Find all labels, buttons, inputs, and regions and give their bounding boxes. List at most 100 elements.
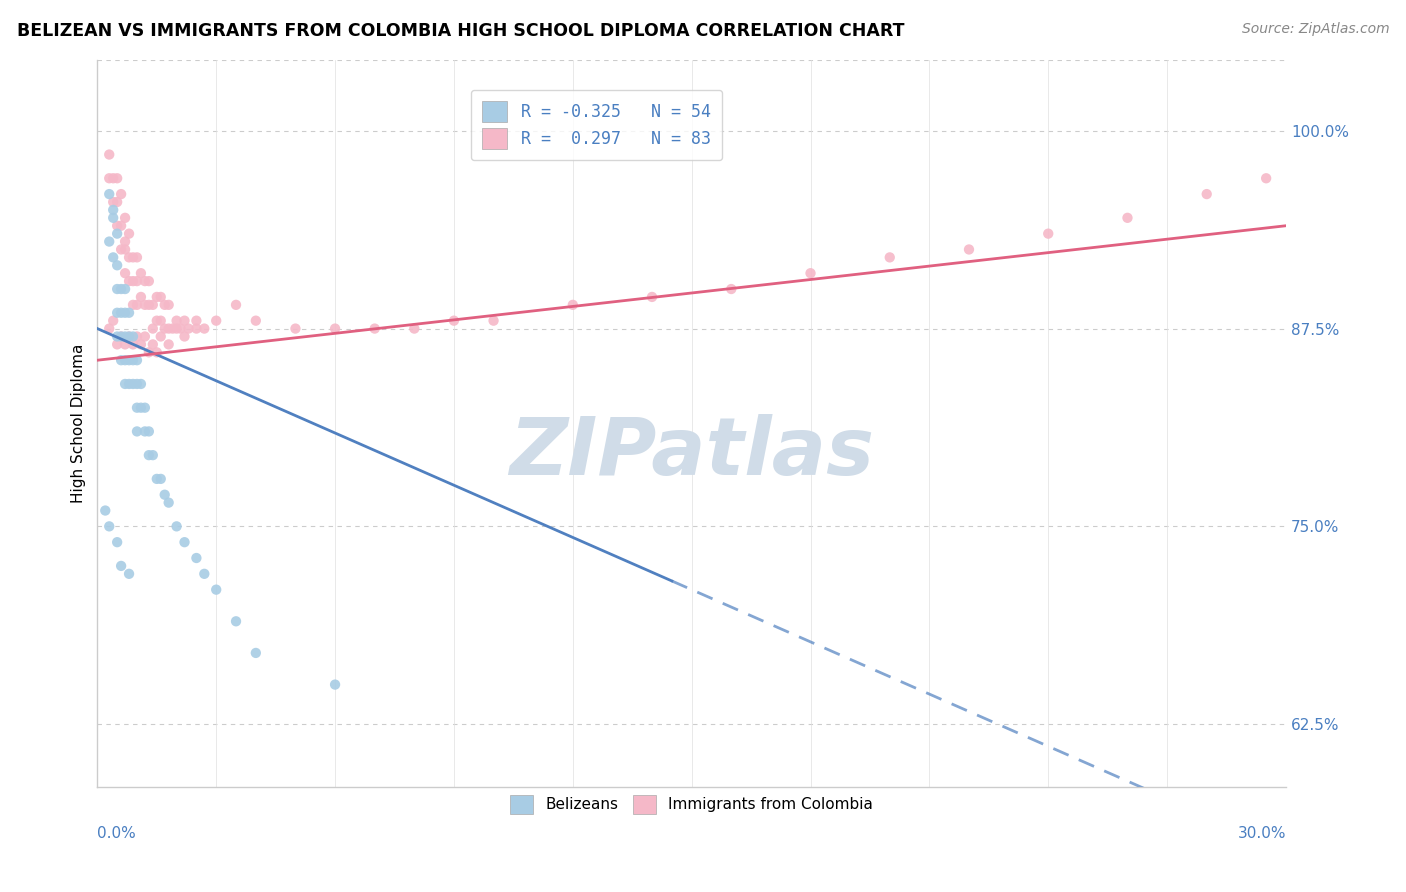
Point [122, 337, 145, 351]
Point [103, 251, 125, 265]
Point [153, 321, 176, 335]
Point [105, 337, 128, 351]
Point [173, 329, 195, 343]
Point [110, 282, 132, 296]
Point [957, 243, 980, 257]
Point [799, 266, 821, 280]
Point [157, 298, 180, 312]
Point [129, 290, 152, 304]
Point [162, 321, 184, 335]
Point [105, 535, 128, 549]
Point [122, 251, 145, 265]
Point [122, 353, 145, 368]
Point [114, 235, 136, 249]
Point [125, 376, 148, 391]
Point [225, 298, 247, 312]
Point [105, 171, 128, 186]
Point [134, 401, 156, 415]
Point [118, 227, 141, 241]
Point [142, 337, 165, 351]
Point [125, 298, 148, 312]
Point [146, 290, 169, 304]
Point [114, 329, 136, 343]
Point [114, 211, 136, 225]
Point [641, 290, 664, 304]
Point [94, 503, 117, 517]
Point [1038, 227, 1060, 241]
Point [129, 401, 152, 415]
Point [105, 219, 128, 233]
Point [98, 235, 121, 249]
Text: ZIPatlas: ZIPatlas [509, 414, 875, 491]
Point [118, 376, 141, 391]
Point [98, 147, 121, 161]
Point [110, 353, 132, 368]
Point [110, 306, 132, 320]
Text: 0.0%: 0.0% [97, 826, 136, 841]
Point [110, 219, 132, 233]
Point [114, 337, 136, 351]
Point [114, 353, 136, 368]
Point [879, 251, 901, 265]
Point [142, 298, 165, 312]
Point [105, 227, 128, 241]
Point [103, 194, 125, 209]
Text: Source: ZipAtlas.com: Source: ZipAtlas.com [1241, 22, 1389, 37]
Point [157, 321, 180, 335]
Point [173, 313, 195, 327]
Point [173, 535, 195, 549]
Point [138, 425, 160, 439]
Point [193, 321, 215, 335]
Point [118, 353, 141, 368]
Point [122, 298, 145, 312]
Point [153, 298, 176, 312]
Y-axis label: High School Diploma: High School Diploma [72, 343, 86, 503]
Point [138, 274, 160, 288]
Point [129, 266, 152, 280]
Point [482, 313, 505, 327]
Point [323, 321, 346, 335]
Point [149, 472, 172, 486]
Point [98, 321, 121, 335]
Point [103, 202, 125, 217]
Point [114, 282, 136, 296]
Point [114, 376, 136, 391]
Point [118, 251, 141, 265]
Point [114, 306, 136, 320]
Point [110, 187, 132, 202]
Point [110, 329, 132, 343]
Point [118, 566, 141, 581]
Point [103, 171, 125, 186]
Text: 30.0%: 30.0% [1237, 826, 1286, 841]
Point [110, 558, 132, 573]
Point [149, 290, 172, 304]
Point [1116, 211, 1139, 225]
Point [118, 306, 141, 320]
Point [142, 448, 165, 462]
Point [134, 298, 156, 312]
Point [166, 313, 188, 327]
Point [284, 321, 307, 335]
Point [404, 321, 426, 335]
Point [98, 187, 121, 202]
Point [105, 194, 128, 209]
Point [105, 258, 128, 272]
Point [720, 282, 742, 296]
Point [146, 472, 169, 486]
Point [105, 329, 128, 343]
Point [561, 298, 583, 312]
Point [193, 566, 215, 581]
Point [1195, 187, 1218, 202]
Point [363, 321, 385, 335]
Point [245, 313, 267, 327]
Point [186, 551, 208, 566]
Point [122, 376, 145, 391]
Point [122, 329, 145, 343]
Point [125, 353, 148, 368]
Point [110, 243, 132, 257]
Point [118, 329, 141, 343]
Point [125, 329, 148, 343]
Point [157, 495, 180, 509]
Point [134, 425, 156, 439]
Point [149, 313, 172, 327]
